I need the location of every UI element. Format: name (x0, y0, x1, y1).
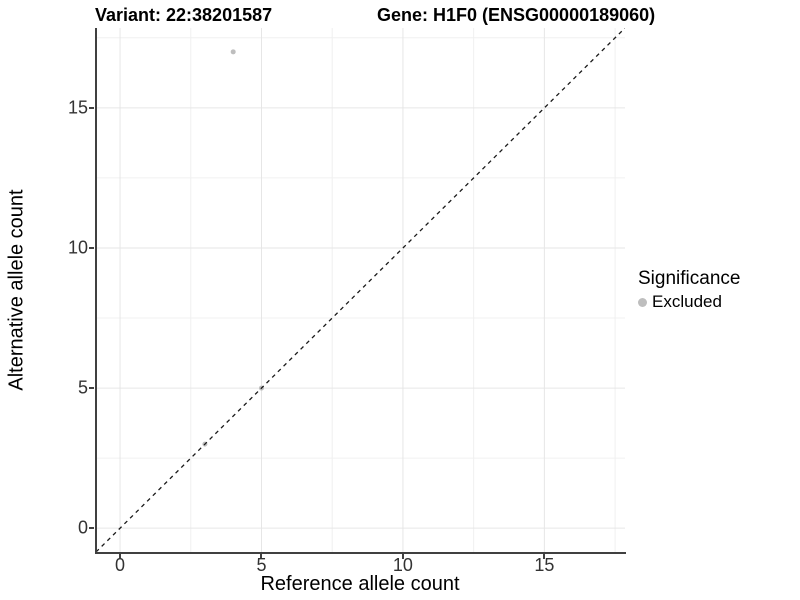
excluded-point-icon (638, 297, 647, 307)
y-tick-label: 10 (67, 237, 88, 258)
x-axis-line (95, 552, 626, 554)
y-axis-line (95, 28, 97, 554)
x-tick-label: 15 (534, 555, 555, 575)
y-tick-mark (89, 527, 94, 530)
legend-item-excluded: Excluded (638, 292, 740, 312)
y-tick-mark (89, 387, 94, 390)
legend: Significance Excluded (638, 268, 740, 312)
legend-title: Significance (638, 268, 741, 289)
x-axis-title: Reference allele count (260, 573, 460, 595)
plot-panel (96, 28, 625, 552)
y-tick-mark (89, 106, 94, 109)
y-axis-title: Alternative allele count (5, 189, 28, 391)
x-tick-label: 5 (256, 555, 267, 575)
gene-title: Gene: H1F0 (ENSG00000189060) (377, 5, 656, 25)
x-tick-mark (543, 554, 546, 559)
variant-title: Variant: 22:38201587 (95, 5, 273, 25)
x-tick-mark (401, 554, 404, 559)
legend-item-label: Excluded (652, 292, 722, 311)
x-tick-mark (119, 554, 122, 559)
x-tick-label: 0 (115, 555, 126, 575)
y-tick-label: 15 (67, 97, 88, 118)
data-point (230, 49, 236, 55)
x-tick-mark (260, 554, 263, 559)
y-tick-label: 5 (77, 377, 88, 398)
identity-line (96, 28, 625, 552)
y-tick-label: 0 (77, 517, 88, 538)
y-tick-mark (89, 246, 94, 249)
x-tick-label: 10 (392, 555, 413, 575)
